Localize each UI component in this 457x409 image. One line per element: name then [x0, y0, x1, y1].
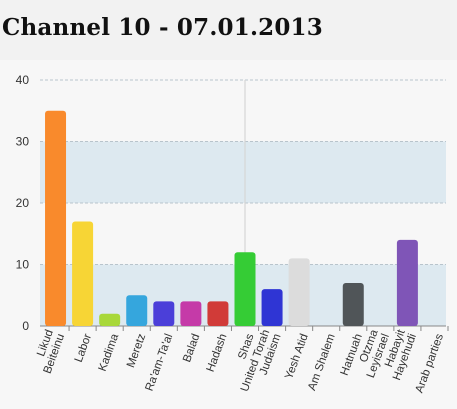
bar-united-torah-judaism — [261, 289, 283, 326]
x-tick-label: Kadima — [97, 332, 122, 373]
page-header: Channel 10 - 07.01.2013 — [0, 0, 457, 60]
bar-hatnuah — [342, 282, 364, 326]
x-tick-label-line: Arab parties — [414, 332, 447, 395]
bar-labor — [72, 221, 94, 326]
x-tick-label-line: Hadash — [205, 332, 230, 373]
bar-habayit-hayehudi — [396, 239, 418, 326]
x-tick-label: Labor — [73, 332, 94, 364]
x-tick-label: Yesh Atid — [283, 332, 311, 381]
y-tick-label: 40 — [16, 73, 30, 87]
x-tick-label-line: Yesh Atid — [283, 332, 311, 381]
x-tick-label: Arab parties — [414, 332, 447, 395]
x-tick-label: Hadash — [205, 332, 230, 373]
x-tick-label-line: Ra'am-Ta'al — [144, 332, 176, 392]
x-tick-label: Ra'am-Ta'al — [144, 332, 176, 392]
bar-shas — [234, 252, 256, 326]
bar-kadima — [99, 313, 121, 326]
x-tick-label: Balad — [181, 332, 202, 364]
x-tick-label-line: Kadima — [97, 332, 122, 373]
bar-ra-am-ta-al — [153, 301, 175, 326]
y-tick-label: 10 — [16, 258, 30, 272]
y-tick-label: 20 — [16, 196, 30, 210]
x-tick-label: Meretz — [125, 332, 148, 369]
x-tick-label-line: Labor — [73, 332, 94, 364]
x-tick-label-line: Am Shalem — [306, 332, 338, 392]
y-tick-label: 0 — [22, 319, 29, 333]
page-title: Channel 10 - 07.01.2013 — [2, 14, 323, 41]
plot-band — [40, 141, 446, 203]
x-tick-label-line: Meretz — [125, 332, 148, 369]
x-tick-label-line: Balad — [181, 332, 202, 364]
bar-balad — [180, 301, 202, 326]
bar-hadash — [207, 301, 229, 326]
bar-meretz — [126, 295, 148, 326]
bar-likud-beiteinu — [45, 110, 67, 326]
y-tick-label: 30 — [16, 135, 30, 149]
bar-yesh-atid — [288, 258, 310, 326]
x-tick-label: Am Shalem — [306, 332, 338, 392]
